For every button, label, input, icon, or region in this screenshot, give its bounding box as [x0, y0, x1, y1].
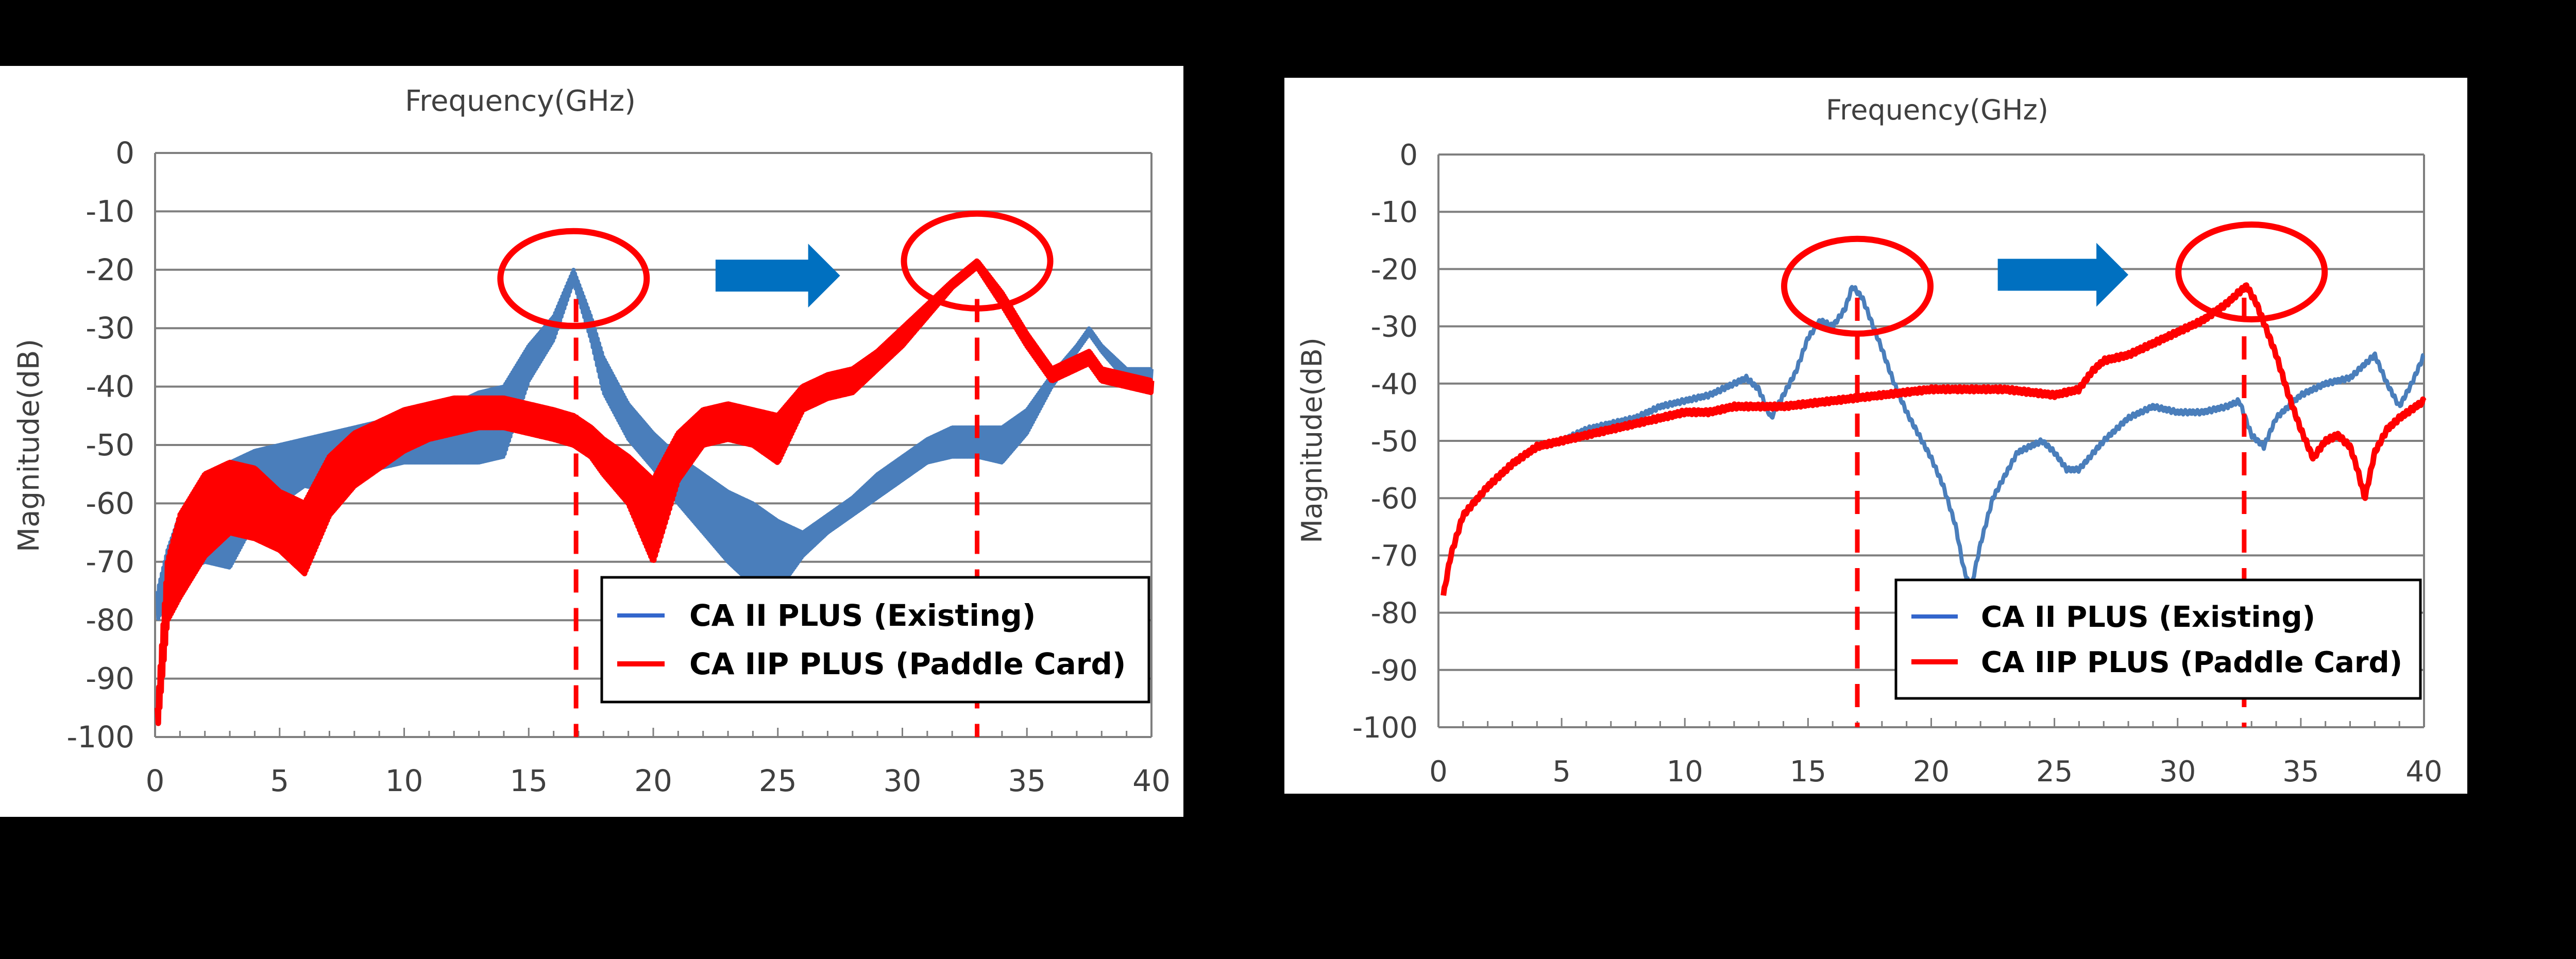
y-tick-label: -10 [86, 194, 134, 229]
y-tick-label: -30 [86, 311, 134, 346]
x-tick-labels: 0 5 10 15 20 25 30 35 40 [1429, 755, 2442, 789]
y-tick-label: -30 [1371, 311, 1418, 344]
y-tick-label: -90 [1371, 654, 1418, 688]
y-tick-label: -80 [1371, 597, 1418, 630]
x-tick-label: 5 [270, 763, 289, 798]
chart-title: Frequency(GHz) [1826, 94, 2048, 126]
y-tick-label: -40 [86, 369, 134, 404]
x-tick-label: 35 [2282, 755, 2319, 789]
highlight-ellipse [1781, 235, 1934, 337]
x-tick-label: 0 [1429, 755, 1448, 789]
y-tick-label: -60 [1371, 482, 1418, 516]
legend-box [1894, 578, 2422, 700]
y-tick-label: -10 [1371, 196, 1418, 229]
legend: CA II PLUS (Existing) CA IIP PLUS (Paddl… [600, 576, 1150, 704]
shift-arrow-icon [1997, 243, 2129, 307]
y-tick-label: -100 [66, 720, 134, 755]
chart-title: Frequency(GHz) [405, 84, 636, 118]
legend-label-paddle: CA IIP PLUS (Paddle Card) [1981, 646, 2402, 679]
x-tick-label: 5 [1552, 755, 1571, 789]
shift-arrow-icon [715, 244, 840, 308]
x-tick-label: 15 [510, 763, 548, 798]
y-tick-labels: 0 -10 -20 -30 -40 -50 -60 -70 -80 -90 -100 [66, 135, 134, 755]
y-tick-labels: 0 -10 -20 -30 -40 -50 -60 -70 -80 -90 -100 [1352, 139, 1418, 745]
x-tick-label: 35 [1008, 763, 1046, 798]
legend-label-existing: CA II PLUS (Existing) [689, 598, 1036, 633]
x-tick-labels: 0 5 10 15 20 25 30 35 40 [146, 763, 1171, 798]
series-line-paddle [1440, 282, 2427, 596]
chart-existing-vs-paddle-1: Frequency(GHz) Magnitude(dB) 0 -10 -20 -30 -… [0, 66, 1183, 817]
y-tick-label: -20 [86, 252, 134, 287]
highlight-ellipse [2175, 221, 2328, 322]
x-tick-label: 40 [1132, 763, 1171, 798]
y-axis-label: Magnitude(dB) [1296, 337, 1328, 543]
y-tick-label: 0 [1399, 139, 1418, 172]
legend-label-existing: CA II PLUS (Existing) [1981, 601, 2315, 634]
x-tick-label: 10 [1667, 755, 1703, 789]
series-line-paddle [155, 258, 1155, 726]
y-tick-label: -60 [86, 486, 134, 521]
y-tick-label: -20 [1371, 253, 1418, 286]
chart-existing-vs-paddle-2: Frequency(GHz) Magnitude(dB) 0 -10 -20 -30 -… [1284, 78, 2467, 794]
legend: CA II PLUS (Existing) CA IIP PLUS (Paddl… [1894, 578, 2422, 700]
series-line-existing [1441, 285, 2425, 596]
legend-label-paddle: CA IIP PLUS (Paddle Card) [689, 646, 1126, 681]
y-tick-label: -70 [1371, 539, 1418, 573]
x-tick-label: 0 [146, 763, 165, 798]
y-tick-label: -100 [1352, 711, 1418, 745]
data-series [1440, 282, 2427, 596]
annotations [1781, 221, 2328, 727]
x-tick-label: 30 [2159, 755, 2196, 789]
x-tick-label: 25 [2036, 755, 2073, 789]
x-tick-label: 10 [385, 763, 423, 798]
y-tick-label: -40 [1371, 368, 1418, 401]
x-tick-label: 30 [884, 763, 922, 798]
x-tick-label: 25 [759, 763, 797, 798]
y-tick-label: -50 [86, 427, 134, 463]
y-tick-label: -90 [86, 661, 134, 696]
y-tick-label: -50 [1371, 425, 1418, 458]
data-series [155, 258, 1155, 726]
y-tick-label: -80 [86, 603, 134, 638]
y-tick-label: -70 [86, 544, 134, 579]
x-tick-label: 40 [2405, 755, 2442, 789]
x-tick-label: 20 [1913, 755, 1950, 789]
legend-box [600, 576, 1150, 704]
highlight-ellipse [497, 228, 650, 329]
x-tick-label: 15 [1790, 755, 1826, 789]
y-axis-label: Magnitude(dB) [12, 339, 46, 552]
x-tick-label: 20 [634, 763, 672, 798]
y-tick-label: 0 [115, 135, 134, 170]
